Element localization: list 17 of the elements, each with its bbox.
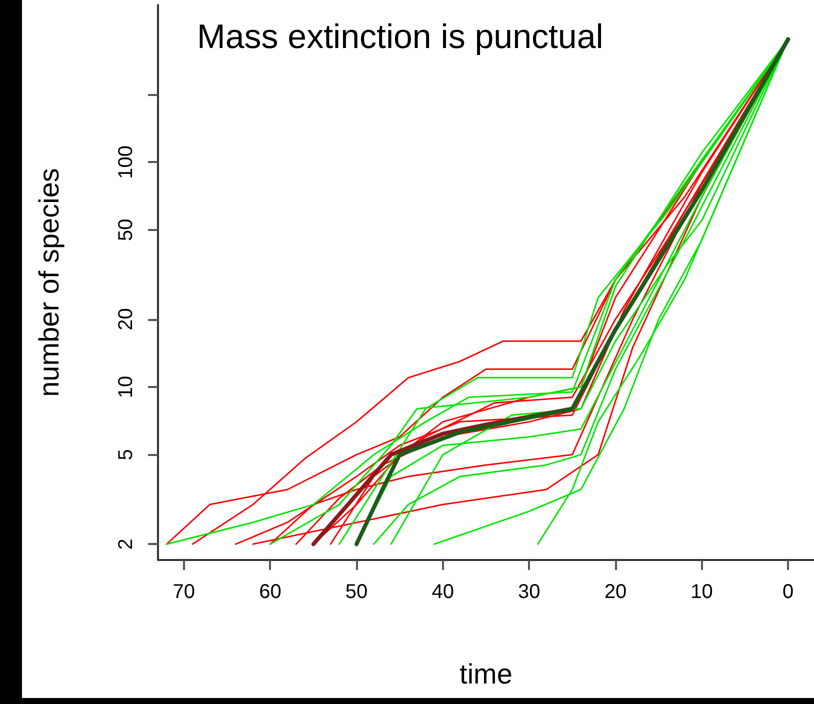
x-axis-title: time: [460, 658, 512, 690]
x-tick-label: 0: [782, 581, 794, 603]
y-tick-label: 2: [115, 538, 137, 550]
x-tick-label: 70: [172, 581, 196, 603]
annotation: Mass extinction is punctual: [197, 18, 604, 56]
x-tick-label: 30: [518, 581, 540, 603]
y-tick-label: 10: [115, 376, 137, 398]
y-tick-label: 50: [115, 218, 137, 241]
x-tick-label: 20: [604, 581, 627, 603]
y-tick-label: 20: [115, 308, 137, 330]
y-axis-title: number of species: [34, 168, 64, 397]
x-tick-label: 40: [432, 581, 454, 603]
x-tick-label: 60: [259, 581, 282, 603]
y-tick-label: 100: [115, 145, 137, 179]
x-tick-label: 50: [345, 581, 368, 603]
x-tick-label: 10: [690, 581, 713, 603]
y-tick-label: 5: [115, 449, 137, 460]
